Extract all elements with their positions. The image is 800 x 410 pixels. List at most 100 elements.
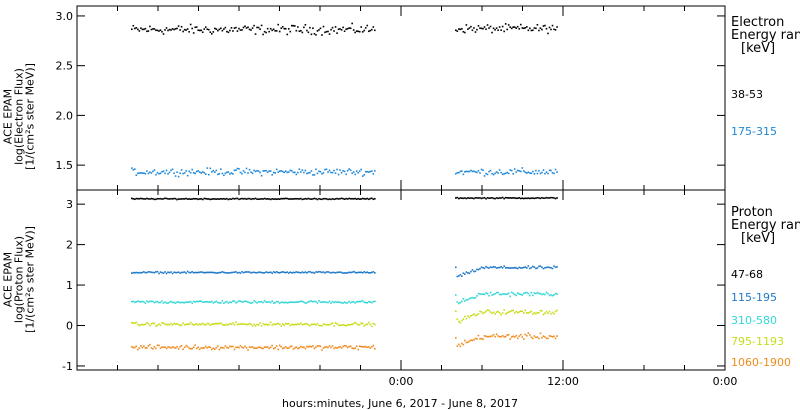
- data-point-175-315: [328, 169, 331, 172]
- x-tick-label: 12:00: [547, 375, 579, 388]
- data-point-115-195: [247, 271, 249, 273]
- data-point-115-195: [146, 271, 148, 274]
- data-point-1060-1900: [146, 347, 148, 349]
- data-point-47-68: [206, 198, 209, 200]
- data-point-38-53: [167, 29, 169, 32]
- data-point-310-580: [164, 301, 166, 303]
- data-point-175-315: [230, 172, 233, 174]
- data-point-47-68: [275, 198, 278, 201]
- data-point-310-580: [214, 301, 216, 303]
- data-point-310-580: [492, 293, 495, 296]
- data-point-175-315: [348, 168, 350, 170]
- data-point-115-195: [134, 271, 136, 274]
- data-point-115-195: [473, 270, 475, 273]
- data-point-1060-1900: [185, 344, 187, 347]
- data-point-1060-1900: [229, 345, 231, 348]
- data-point-47-68: [298, 198, 301, 200]
- data-point-47-68: [491, 197, 493, 199]
- data-point-1060-1900: [156, 344, 159, 347]
- data-point-115-195: [153, 271, 156, 274]
- data-point-38-53: [271, 29, 273, 32]
- data-point-38-53: [201, 31, 204, 34]
- data-point-38-53: [277, 23, 280, 26]
- data-point-1060-1900: [221, 346, 224, 349]
- data-point-115-195: [215, 272, 218, 274]
- data-point-115-195: [182, 271, 184, 274]
- data-point-47-68: [179, 198, 181, 200]
- data-point-47-68: [138, 197, 141, 200]
- data-point-795-1193: [366, 323, 369, 326]
- data-point-175-315: [229, 173, 231, 175]
- data-point-310-580: [489, 291, 492, 294]
- data-point-175-315: [513, 168, 516, 170]
- data-point-115-195: [550, 267, 552, 269]
- data-point-175-315: [194, 172, 196, 175]
- data-point-115-195: [507, 267, 510, 269]
- data-point-795-1193: [494, 313, 496, 315]
- data-point-115-195: [361, 271, 364, 274]
- data-point-115-195: [191, 271, 193, 273]
- data-point-38-53: [495, 27, 498, 29]
- data-point-38-53: [465, 24, 468, 26]
- data-point-310-580: [319, 301, 322, 304]
- data-point-47-68: [159, 197, 162, 200]
- data-point-1060-1900: [470, 339, 472, 341]
- data-point-47-68: [343, 198, 346, 200]
- data-point-795-1193: [536, 311, 539, 314]
- data-point-310-580: [259, 301, 261, 303]
- data-point-47-68: [325, 198, 328, 200]
- data-point-175-315: [554, 168, 557, 171]
- data-point-1060-1900: [321, 349, 323, 351]
- data-point-47-68: [327, 198, 329, 201]
- data-point-1060-1900: [248, 346, 251, 348]
- data-point-115-195: [250, 272, 252, 274]
- data-point-47-68: [287, 198, 290, 200]
- data-point-1060-1900: [147, 345, 150, 347]
- data-point-310-580: [529, 294, 531, 297]
- data-point-47-68: [183, 198, 186, 200]
- data-point-175-315: [310, 170, 313, 172]
- data-point-1060-1900: [304, 347, 307, 350]
- data-point-175-315: [253, 169, 255, 172]
- data-point-795-1193: [361, 322, 364, 325]
- data-point-1060-1900: [238, 346, 240, 349]
- data-point-175-315: [183, 172, 186, 174]
- data-point-795-1193: [360, 322, 363, 324]
- data-point-310-580: [271, 300, 273, 302]
- data-point-1060-1900: [223, 347, 225, 349]
- data-point-175-315: [327, 171, 329, 173]
- data-point-47-68: [257, 198, 260, 200]
- data-point-310-580: [174, 302, 177, 304]
- data-point-175-315: [364, 170, 367, 173]
- data-point-47-68: [480, 197, 483, 200]
- data-point-175-315: [236, 167, 239, 170]
- data-point-47-68: [272, 198, 275, 200]
- data-point-310-580: [468, 297, 471, 300]
- data-point-47-68: [283, 197, 286, 200]
- data-point-310-580: [501, 293, 504, 295]
- legend-proton-115-195: 115-195: [731, 291, 777, 304]
- data-point-310-580: [192, 300, 195, 303]
- data-point-795-1193: [455, 310, 457, 313]
- data-point-1060-1900: [263, 346, 266, 348]
- data-point-175-315: [221, 172, 224, 175]
- data-point-1060-1900: [369, 347, 372, 349]
- data-point-175-315: [209, 167, 212, 170]
- data-point-795-1193: [497, 310, 499, 313]
- data-point-1060-1900: [140, 345, 142, 347]
- data-point-115-195: [500, 266, 502, 268]
- data-point-38-53: [159, 29, 162, 31]
- data-point-795-1193: [333, 324, 335, 327]
- data-point-175-315: [138, 172, 141, 174]
- data-point-1060-1900: [167, 346, 169, 348]
- data-point-795-1193: [354, 321, 356, 324]
- data-point-38-53: [287, 28, 290, 30]
- data-point-115-195: [235, 271, 237, 273]
- data-point-310-580: [280, 301, 283, 304]
- data-point-795-1193: [260, 324, 263, 327]
- data-point-115-195: [521, 267, 524, 269]
- data-point-795-1193: [489, 311, 492, 313]
- data-point-310-580: [186, 301, 189, 303]
- data-point-47-68: [536, 196, 539, 199]
- data-point-47-68: [155, 198, 157, 201]
